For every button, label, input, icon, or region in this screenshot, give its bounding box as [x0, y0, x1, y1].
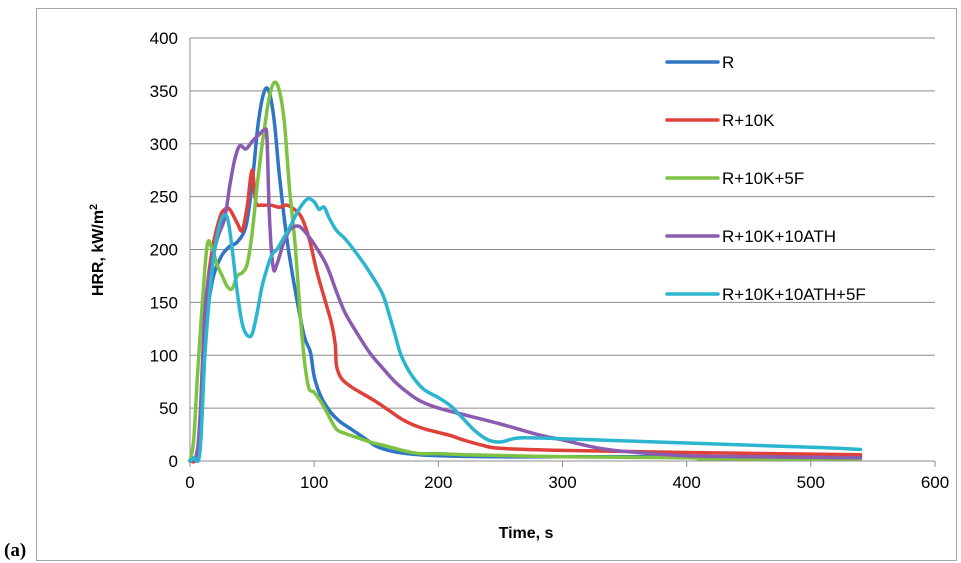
tick-labels: 0 50 100 150 200 250 300 350 400 0 100 200 300 400 500… [150, 29, 950, 492]
legend-label-r-10k-5f: R+10K+5F [722, 169, 804, 188]
y-tick-label: 400 [150, 29, 178, 48]
y-axis-title-main: HRR, kW/m [90, 210, 107, 296]
y-tick-label: 200 [150, 241, 178, 260]
y-axis-title: HRR, kW/m2 [88, 204, 107, 296]
legend-label-r-10k: R+10K [722, 111, 775, 130]
x-tick-label: 100 [300, 473, 328, 492]
series-line-r-10k-10ath [188, 127, 863, 463]
gridlines [190, 37, 935, 409]
legend-label-r-10k-10ath-5f: R+10K+10ATH+5F [722, 285, 866, 304]
x-tick-label: 500 [797, 473, 825, 492]
x-tick-label: 200 [424, 473, 452, 492]
y-tick-label: 0 [169, 452, 178, 471]
x-tick-label: 600 [921, 473, 949, 492]
y-tick-label: 300 [150, 135, 178, 154]
y-axis-title-sup: 2 [88, 204, 100, 210]
y-tick-label: 250 [150, 188, 178, 207]
legend: R R+10K R+10K+5F R+10K+10ATH R+10K+10ATH+5F [665, 53, 866, 304]
axes [189, 38, 936, 467]
y-tick-label: 150 [150, 293, 178, 312]
series-line-r-10k-10ath-5f [188, 196, 863, 464]
y-tick-label: 350 [150, 82, 178, 101]
x-axis-title: Time, s [499, 525, 554, 542]
legend-label-r-10k-10ath: R+10K+10ATH [722, 227, 836, 246]
x-tick-label: 0 [185, 473, 194, 492]
y-tick-label: 100 [150, 346, 178, 365]
series-line-r-10k-5f [188, 80, 863, 463]
series-lines [188, 80, 863, 464]
panel-label: (a) [4, 540, 27, 561]
x-tick-label: 300 [548, 473, 576, 492]
legend-label-r: R [722, 53, 734, 72]
x-tick-label: 400 [672, 473, 700, 492]
y-tick-label: 50 [159, 399, 178, 418]
